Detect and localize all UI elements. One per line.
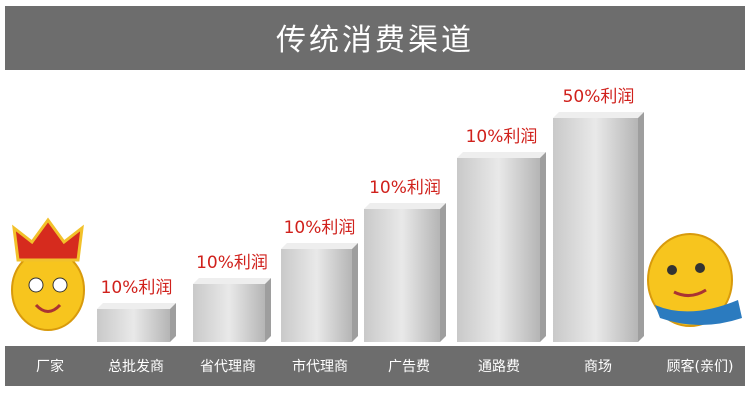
stage-label: 厂家 xyxy=(36,358,64,375)
mascot-left xyxy=(11,217,85,331)
profit-label: 10%利润 xyxy=(101,278,173,298)
mascot-right xyxy=(647,233,742,327)
stage-label: 广告费 xyxy=(388,359,430,375)
bar-top xyxy=(457,152,546,158)
bar-top xyxy=(281,243,358,249)
bar-top xyxy=(97,303,176,309)
bar-side xyxy=(638,112,644,342)
profit-label: 10%利润 xyxy=(466,127,538,147)
bar-side xyxy=(540,152,546,342)
bar-top xyxy=(364,203,446,209)
stage-label: 顾客(亲们) xyxy=(667,358,734,375)
bar xyxy=(97,309,170,342)
bar xyxy=(457,158,540,342)
profit-label: 10%利润 xyxy=(196,253,268,273)
bar-top xyxy=(553,112,644,118)
profit-label: 10%利润 xyxy=(369,178,441,198)
stage-label: 市代理商 xyxy=(292,358,348,375)
bar-side xyxy=(440,203,446,342)
bar xyxy=(553,118,638,342)
stage-band xyxy=(5,346,745,386)
profit-label: 10%利润 xyxy=(284,218,356,238)
title: 传统消费渠道 xyxy=(276,23,474,58)
bar-side xyxy=(352,243,358,342)
bar xyxy=(193,284,265,342)
bar xyxy=(364,209,440,342)
bar-side xyxy=(265,278,271,342)
title-banner xyxy=(5,6,745,70)
stage-label: 商场 xyxy=(584,359,612,375)
bar-side xyxy=(170,303,176,342)
stage-label: 省代理商 xyxy=(200,359,256,375)
profit-label: 50%利润 xyxy=(563,87,635,107)
bar-top xyxy=(193,278,271,284)
stage-label: 通路费 xyxy=(478,359,520,375)
bar xyxy=(281,249,352,342)
stage-label: 总批发商 xyxy=(108,359,164,375)
